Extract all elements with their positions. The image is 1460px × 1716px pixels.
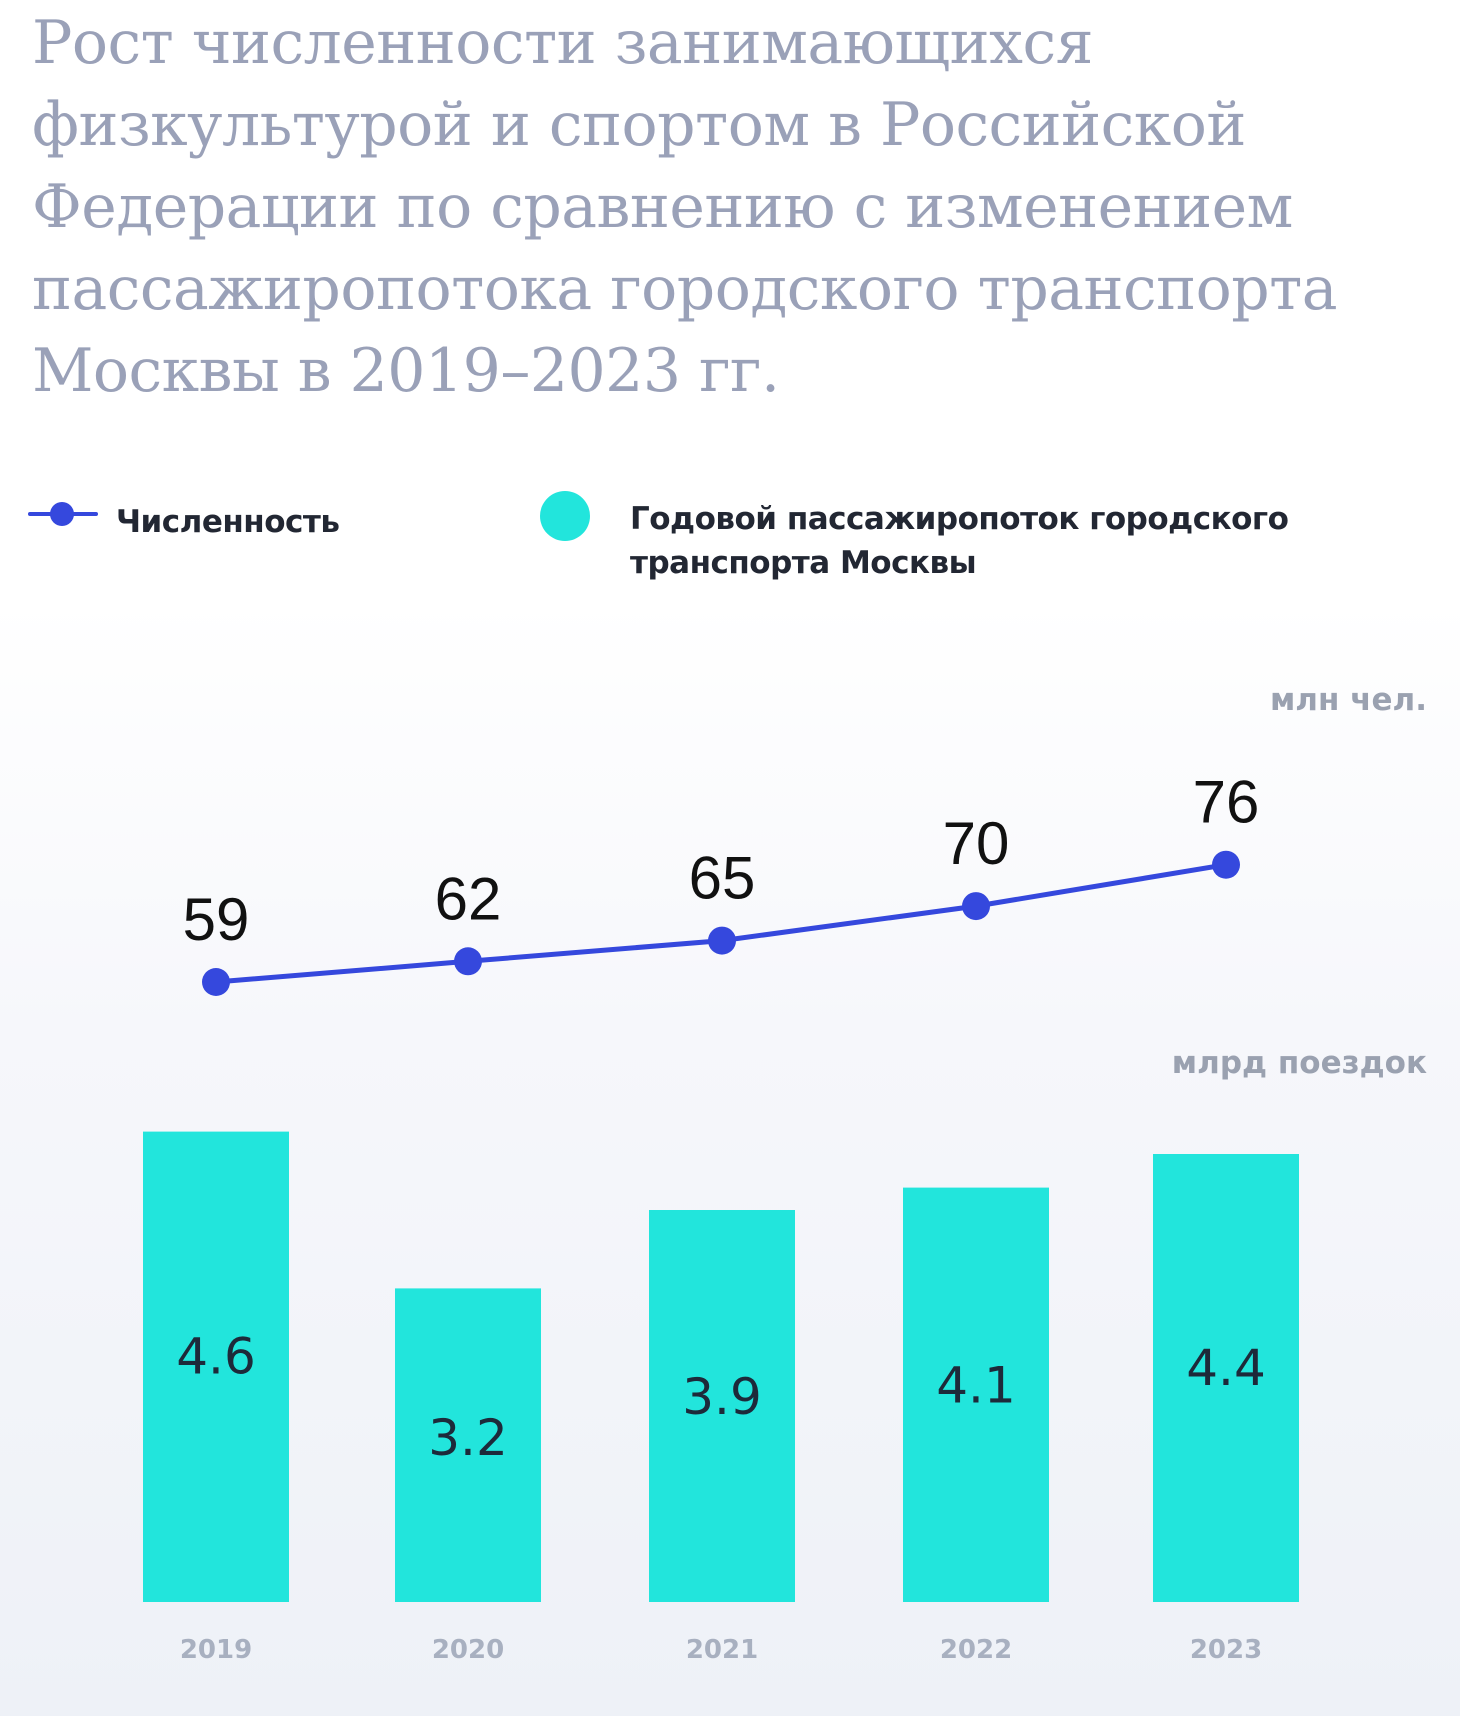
point-2019: [202, 968, 230, 996]
legend-line-label: Численность: [116, 504, 340, 540]
bar-2022: [903, 1187, 1049, 1602]
bar-unit-label: млрд поездок: [1172, 1045, 1427, 1081]
line-unit-label: млн чел.: [1270, 682, 1427, 718]
point-label-2023: 76: [1193, 769, 1260, 836]
x-tick-2020: 2020: [432, 1635, 504, 1665]
legend-bar-swatch: [540, 491, 590, 541]
bar-2021: [649, 1210, 795, 1602]
legend-bar-label: Годовой пассажиропоток городского трансп…: [630, 501, 1289, 581]
point-2023: [1212, 850, 1240, 879]
point-label-2022: 70: [943, 810, 1010, 877]
bar-label-2022: 4.1: [936, 1357, 1016, 1415]
bar-label-2020: 3.2: [428, 1409, 508, 1467]
point-label-2019: 59: [183, 886, 250, 953]
point-2021: [708, 926, 736, 955]
x-tick-2022: 2022: [940, 1635, 1012, 1665]
bar-label-2023: 4.4: [1186, 1339, 1266, 1397]
bar-2020: [395, 1288, 541, 1602]
point-label-2020: 62: [435, 865, 502, 932]
bar-2023: [1153, 1154, 1299, 1602]
legend-line-swatch: [28, 500, 98, 528]
legend-item-bar: Годовой пассажиропоток городского трансп…: [540, 491, 1350, 585]
x-tick-2023: 2023: [1190, 1635, 1262, 1665]
point-2022: [962, 892, 990, 921]
bar-label-2019: 4.6: [176, 1327, 256, 1385]
x-tick-2021: 2021: [686, 1635, 758, 1665]
chart-title: Рост численности занимающихся физкультур…: [32, 8, 1338, 406]
point-label-2021: 65: [689, 845, 756, 912]
legend-item-line: Численность: [28, 500, 340, 544]
bar-2019: [143, 1131, 289, 1602]
bar-label-2021: 3.9: [682, 1368, 762, 1426]
x-tick-2019: 2019: [180, 1635, 252, 1665]
point-2020: [454, 947, 482, 976]
